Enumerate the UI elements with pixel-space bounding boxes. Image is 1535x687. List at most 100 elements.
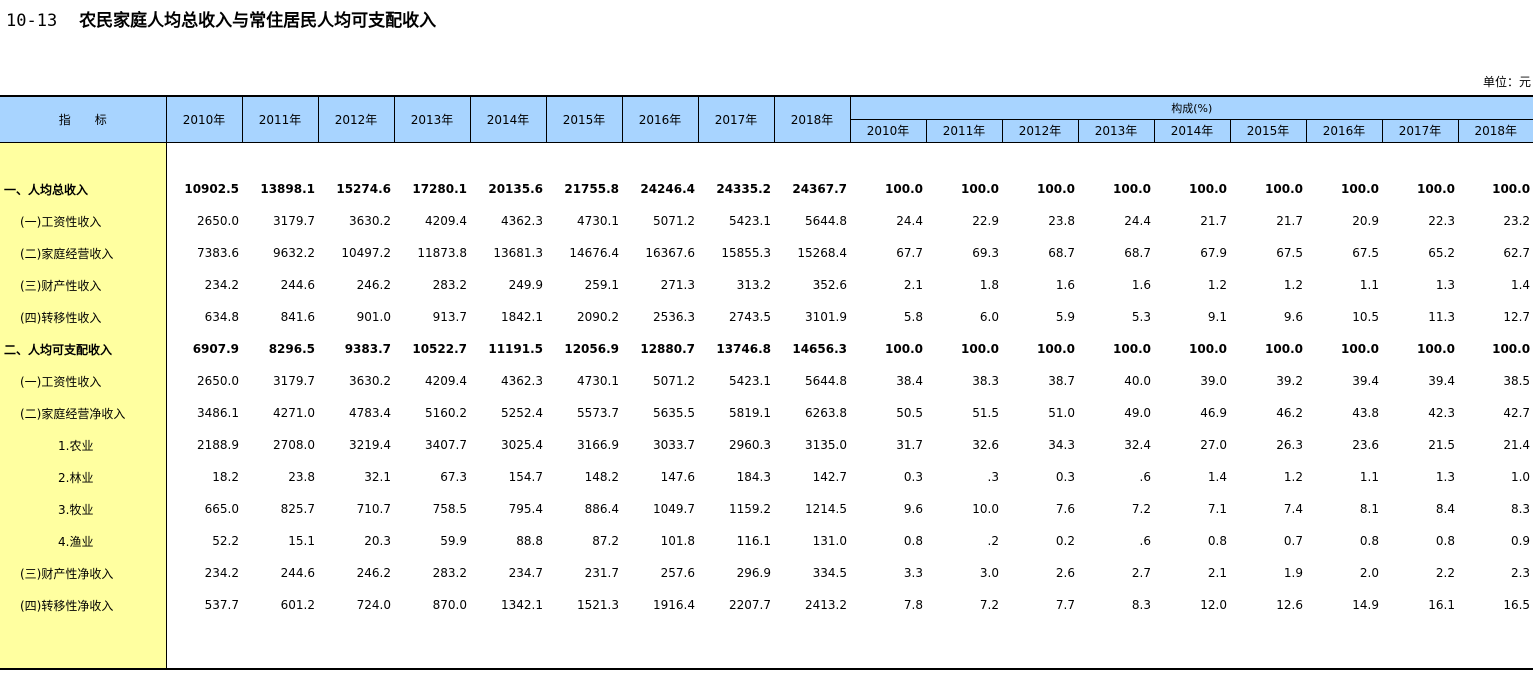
composition-value: 100.0 [1341, 342, 1379, 356]
composition-value: 1.6 [1055, 278, 1075, 292]
composition-value: 100.0 [1492, 182, 1531, 196]
empty-cell [1306, 142, 1382, 173]
income-value: 758.5 [432, 502, 467, 516]
composition-value: 100.0 [1113, 182, 1151, 196]
composition-value: 2.2 [1435, 566, 1455, 580]
income-value: 334.5 [812, 566, 847, 580]
income-value: 13681.3 [493, 246, 543, 260]
income-value: 724.0 [356, 598, 391, 612]
income-value: 16367.6 [645, 246, 695, 260]
composition-value: .6 [1139, 470, 1151, 484]
composition-value: 21.7 [1276, 214, 1303, 228]
composition-value: 2.7 [1131, 566, 1151, 580]
income-value: 116.1 [736, 534, 771, 548]
year-header: 2010年 [165, 95, 242, 143]
income-value: 795.4 [508, 502, 543, 516]
income-value: 2650.0 [197, 214, 239, 228]
empty-cell [622, 621, 698, 670]
row-label: 4.渔业 [0, 525, 167, 557]
income-value: 3630.2 [349, 374, 391, 388]
income-value: 4783.4 [349, 406, 391, 420]
income-value: 537.7 [204, 598, 239, 612]
composition-value: .2 [987, 534, 999, 548]
composition-value: 100.0 [1037, 342, 1075, 356]
income-value: 8296.5 [268, 342, 315, 356]
empty-cell [698, 621, 774, 670]
empty-cell [242, 621, 318, 670]
composition-value: 0.8 [903, 534, 923, 548]
composition-value: 27.0 [1200, 438, 1227, 452]
composition-value: 65.2 [1428, 246, 1455, 260]
income-value: 3486.1 [197, 406, 239, 420]
empty-cell [394, 142, 470, 173]
pct-year-header: 2014年 [1153, 119, 1230, 143]
composition-value: 100.0 [1417, 342, 1455, 356]
indicator-header: 指 标 [0, 95, 167, 143]
composition-value: 5.3 [1131, 310, 1151, 324]
income-value: 841.6 [280, 310, 315, 324]
empty-cell [470, 142, 546, 173]
income-value: 67.3 [440, 470, 467, 484]
income-value: 231.7 [584, 566, 619, 580]
income-value: 634.8 [204, 310, 239, 324]
composition-value: 10.5 [1352, 310, 1379, 324]
composition-value: 31.7 [896, 438, 923, 452]
pct-year-header: 2018年 [1457, 119, 1534, 143]
composition-value: 9.6 [1283, 310, 1303, 324]
composition-value: 24.4 [1124, 214, 1151, 228]
table-row: 1.农业 2188.9 2708.0 3219.4 3407.7 3025.4 3166.9… [0, 429, 1533, 461]
composition-value: 39.0 [1200, 374, 1227, 388]
income-value: 184.3 [736, 470, 771, 484]
income-value: 5635.5 [653, 406, 695, 420]
income-value: 3630.2 [349, 214, 391, 228]
composition-value: 8.1 [1359, 502, 1379, 516]
composition-value: 9.6 [903, 502, 923, 516]
composition-value: 1.9 [1283, 566, 1303, 580]
composition-value: 16.1 [1428, 598, 1455, 612]
composition-value: 1.6 [1131, 278, 1151, 292]
composition-value: 6.0 [979, 310, 999, 324]
composition-value: 34.3 [1048, 438, 1075, 452]
composition-value: 69.3 [972, 246, 999, 260]
income-value: 296.9 [736, 566, 771, 580]
composition-value: 23.8 [1048, 214, 1075, 228]
year-header: 2017年 [697, 95, 774, 143]
table-row: 二、人均可支配收入 6907.9 8296.5 9383.7 10522.7 11191.… [0, 333, 1533, 365]
composition-value: 51.0 [1048, 406, 1075, 420]
income-value: 1842.1 [501, 310, 543, 324]
income-value: 3135.0 [805, 438, 847, 452]
table-row: (一)工资性收入 2650.0 3179.7 3630.2 4209.4 4362.3 47… [0, 365, 1533, 397]
income-value: 234.2 [204, 566, 239, 580]
income-value: 6907.9 [192, 342, 239, 356]
income-value: 9632.2 [273, 246, 315, 260]
income-value: 24335.2 [716, 182, 771, 196]
income-value: 18.2 [212, 470, 239, 484]
income-value: 10497.2 [341, 246, 391, 260]
composition-value: 46.2 [1276, 406, 1303, 420]
composition-value: 23.2 [1503, 214, 1531, 228]
composition-value: 14.9 [1352, 598, 1379, 612]
composition-value: 62.7 [1503, 246, 1531, 260]
income-value: 24367.7 [792, 182, 847, 196]
income-value: 5071.2 [653, 374, 695, 388]
income-value: 4730.1 [577, 214, 619, 228]
income-value: 4730.1 [577, 374, 619, 388]
row-label: 1.农业 [0, 429, 167, 461]
empty-cell [1306, 621, 1382, 670]
composition-value: 1.4 [1510, 278, 1531, 292]
composition-value: 2.0 [1359, 566, 1379, 580]
income-value: 5644.8 [805, 374, 847, 388]
composition-value: 2.6 [1055, 566, 1075, 580]
income-value: 665.0 [204, 502, 239, 516]
composition-value: 0.8 [1207, 534, 1227, 548]
table-row: (四)转移性收入 634.8 841.6 901.0 913.7 1842.1 2090.2… [0, 301, 1533, 333]
income-value: 870.0 [432, 598, 467, 612]
empty-cell [546, 621, 622, 670]
income-value: 5423.1 [729, 214, 771, 228]
table-row: (三)财产性收入 234.2 244.6 246.2 283.2 249.9 259.1 27… [0, 269, 1533, 301]
empty-cell [1458, 142, 1533, 173]
pct-year-header: 2017年 [1381, 119, 1458, 143]
composition-value: 1.2 [1283, 278, 1303, 292]
composition-value: 0.3 [903, 470, 923, 484]
composition-value: 100.0 [1037, 182, 1075, 196]
